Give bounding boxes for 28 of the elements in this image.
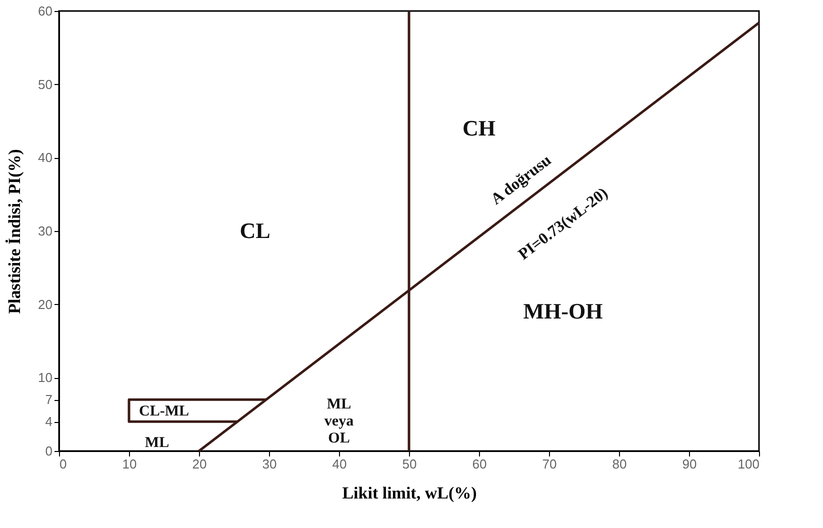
y-tick-label: 10 (38, 370, 52, 386)
y-tick-label: 60 (38, 4, 52, 18)
x-tick-label: 10 (122, 456, 137, 472)
x-tick-label: 40 (332, 456, 347, 472)
y-tick-label: 40 (38, 150, 52, 166)
x-tick-label: 20 (192, 456, 207, 472)
y-tick-label: 0 (45, 444, 52, 458)
y-tick-label: 4 (45, 414, 52, 430)
annotation: MH-OH (523, 298, 603, 324)
annotation: CL (240, 218, 270, 243)
x-tick-label: 50 (402, 456, 417, 472)
y-tick-label: 7 (45, 392, 52, 408)
x-axis-title: Likit limit, wL(%) (342, 484, 477, 502)
x-tick-label: 60 (472, 456, 487, 472)
y-tick-label: 20 (38, 296, 52, 312)
x-tick-label: 70 (542, 456, 557, 472)
annotation: CH (462, 115, 496, 140)
annotation: ML veya OL (324, 396, 354, 446)
x-tick-label: 100 (738, 456, 760, 472)
x-tick-label: 80 (612, 456, 627, 472)
x-tick-label: 30 (262, 456, 277, 472)
x-tick-label: 90 (682, 456, 697, 472)
y-axis-title: Plastisite İndisi, PI(%) (5, 149, 24, 314)
annotation: ML (144, 435, 170, 452)
y-tick-label: 50 (38, 76, 52, 92)
x-tick-label: 0 (60, 456, 67, 472)
annotation: CL-ML (139, 404, 189, 420)
y-tick-label: 30 (38, 224, 52, 238)
